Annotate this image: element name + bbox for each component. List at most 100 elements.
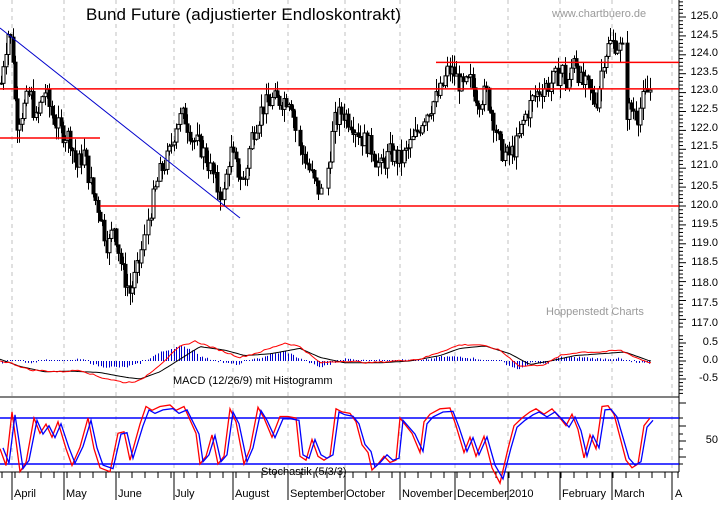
- downtrend-line: [0, 27, 241, 219]
- price-candle: [592, 92, 597, 105]
- price-candle: [4, 53, 9, 68]
- price-candle: [40, 96, 45, 103]
- price-candle: [245, 167, 250, 180]
- price-candle: [491, 112, 496, 131]
- price-candle: [519, 123, 524, 135]
- price-candle: [443, 75, 448, 87]
- price-candle: [266, 94, 271, 103]
- price-candle: [431, 101, 436, 115]
- price-axis-label: 119.5: [691, 218, 718, 230]
- price-candle: [84, 149, 89, 157]
- price-candle: [142, 234, 147, 251]
- price-candle: [473, 87, 478, 102]
- price-axis-label: 123.5: [690, 66, 718, 78]
- price-candle: [52, 114, 57, 125]
- price-candle: [597, 88, 602, 109]
- price-candle: [93, 193, 98, 201]
- price-candle: [293, 116, 298, 131]
- price-candle: [521, 119, 526, 125]
- price-candle: [356, 132, 361, 138]
- price-candle: [22, 102, 27, 120]
- price-candle: [224, 173, 229, 190]
- price-candle: [107, 237, 112, 254]
- price-candle: [558, 72, 563, 87]
- stoch-d-line: [2, 407, 654, 481]
- price-candle: [487, 87, 492, 111]
- x-axis-month-label: November: [402, 488, 453, 500]
- price-candle: [634, 110, 639, 121]
- price-candle: [330, 130, 335, 163]
- price-candle: [162, 168, 167, 172]
- price-candle: [537, 91, 542, 95]
- price-candle: [631, 108, 636, 112]
- price-candle: [1, 66, 6, 84]
- macd-axis-label: 0.0: [702, 354, 718, 366]
- price-candle: [123, 263, 128, 288]
- macd-axis-label: -0.5: [699, 372, 718, 384]
- price-candle: [567, 78, 572, 89]
- price-candle: [298, 129, 303, 147]
- price-candle: [155, 180, 160, 188]
- price-candle: [588, 79, 593, 90]
- price-candle: [641, 90, 646, 109]
- macd-axis-label: 0.5: [702, 336, 718, 348]
- x-axis-month-label: March: [614, 488, 645, 500]
- price-candle: [291, 108, 296, 118]
- price-candle: [24, 90, 29, 104]
- price-candle: [415, 129, 420, 133]
- price-axis-label: 124.5: [690, 29, 718, 41]
- price-candle: [549, 82, 554, 92]
- price-candle: [420, 125, 425, 134]
- price-candle: [289, 103, 294, 110]
- price-axis-label: 119.0: [691, 237, 718, 249]
- x-axis-month-label: June: [118, 488, 142, 500]
- price-candle: [422, 121, 427, 127]
- price-candle: [599, 70, 604, 90]
- price-candle: [372, 153, 377, 162]
- price-candle: [70, 147, 75, 152]
- watermark-chartbuero: www.chartbuero.de: [552, 8, 647, 20]
- price-candle: [188, 131, 193, 142]
- price-axis-label: 121.0: [690, 159, 718, 171]
- price-candle: [312, 169, 317, 179]
- price-candle: [231, 146, 236, 153]
- price-candle: [236, 158, 241, 178]
- price-candle: [629, 102, 634, 110]
- price-candle: [98, 211, 103, 222]
- price-candle: [38, 101, 43, 114]
- price-candle: [563, 64, 568, 85]
- price-candle: [500, 139, 505, 162]
- price-candle: [528, 100, 533, 119]
- price-candle: [185, 123, 190, 133]
- price-candle: [11, 36, 16, 63]
- price-candle: [218, 191, 223, 201]
- price-candle: [316, 180, 321, 195]
- price-candle: [234, 151, 239, 160]
- price-candle: [402, 149, 407, 164]
- price-candle: [109, 229, 114, 239]
- price-candle: [648, 89, 653, 93]
- price-candle: [91, 177, 96, 195]
- price-candle: [96, 199, 101, 213]
- price-candle: [146, 219, 151, 236]
- price-candle: [59, 117, 64, 127]
- price-candle: [346, 113, 351, 128]
- price-axis-label: 117.0: [691, 317, 718, 329]
- price-candle: [174, 128, 179, 143]
- stochastic-label: Stochastik (5/3/3): [261, 466, 347, 478]
- macd-line: [0, 340, 652, 384]
- price-candle: [503, 151, 508, 162]
- price-candle: [602, 66, 607, 72]
- x-axis-month-label: July: [175, 488, 195, 500]
- price-candle: [176, 123, 181, 130]
- price-axis-label: 125.0: [690, 10, 718, 22]
- stoch-axis-label: 50: [705, 434, 718, 446]
- price-candle: [183, 107, 188, 125]
- price-candle: [475, 100, 480, 107]
- price-candle: [480, 104, 485, 110]
- price-candle: [638, 107, 643, 126]
- price-candle: [169, 144, 174, 147]
- price-candle: [50, 105, 55, 116]
